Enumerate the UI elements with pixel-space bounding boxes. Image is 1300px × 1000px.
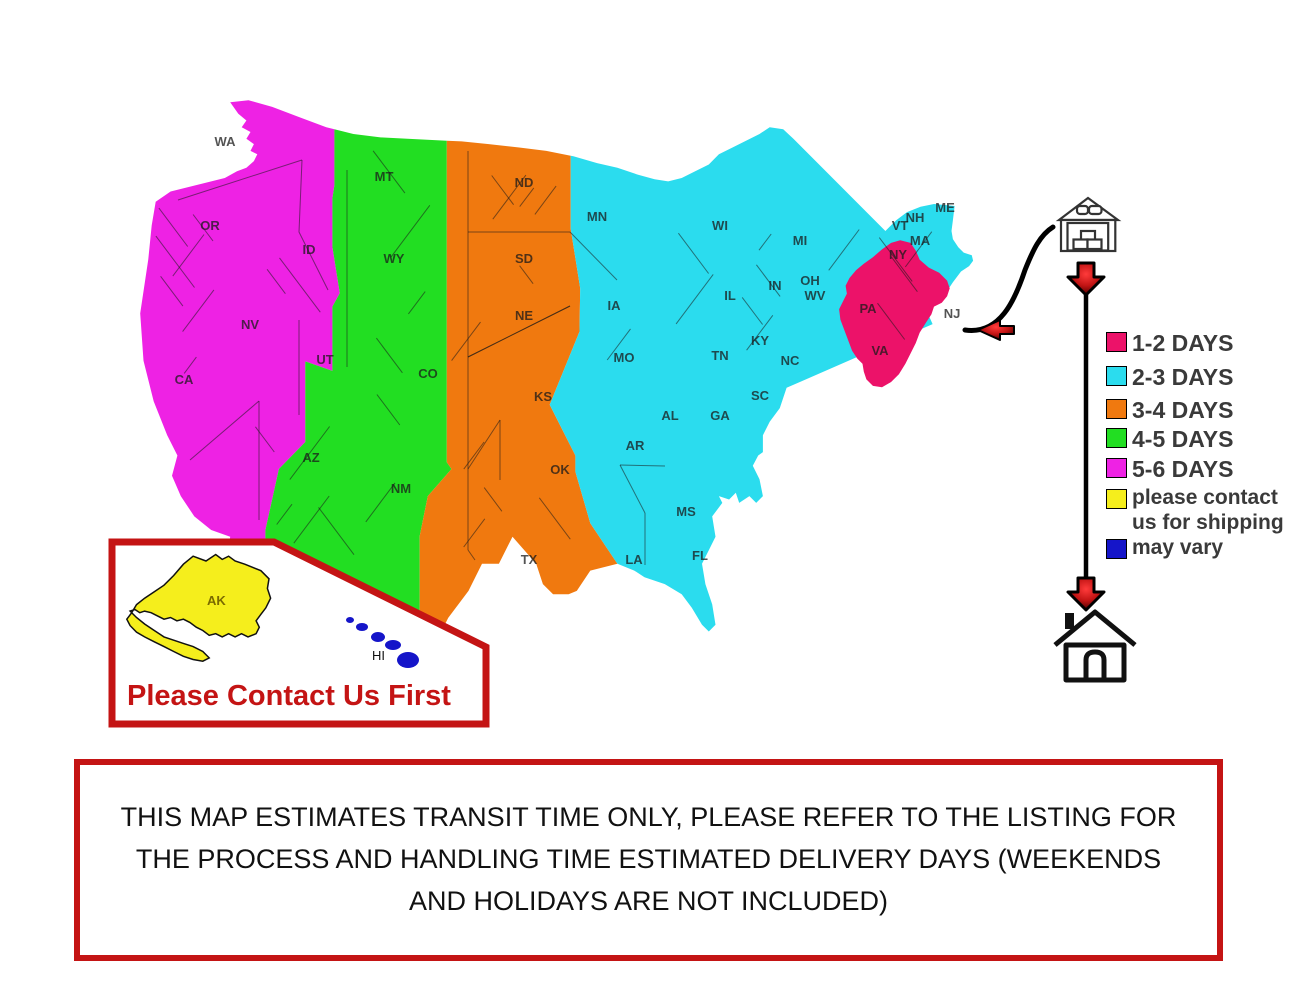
svg-text:AK: AK xyxy=(207,593,226,608)
svg-text:HI: HI xyxy=(372,648,385,663)
svg-text:Please Contact Us First: Please Contact Us First xyxy=(127,680,451,712)
